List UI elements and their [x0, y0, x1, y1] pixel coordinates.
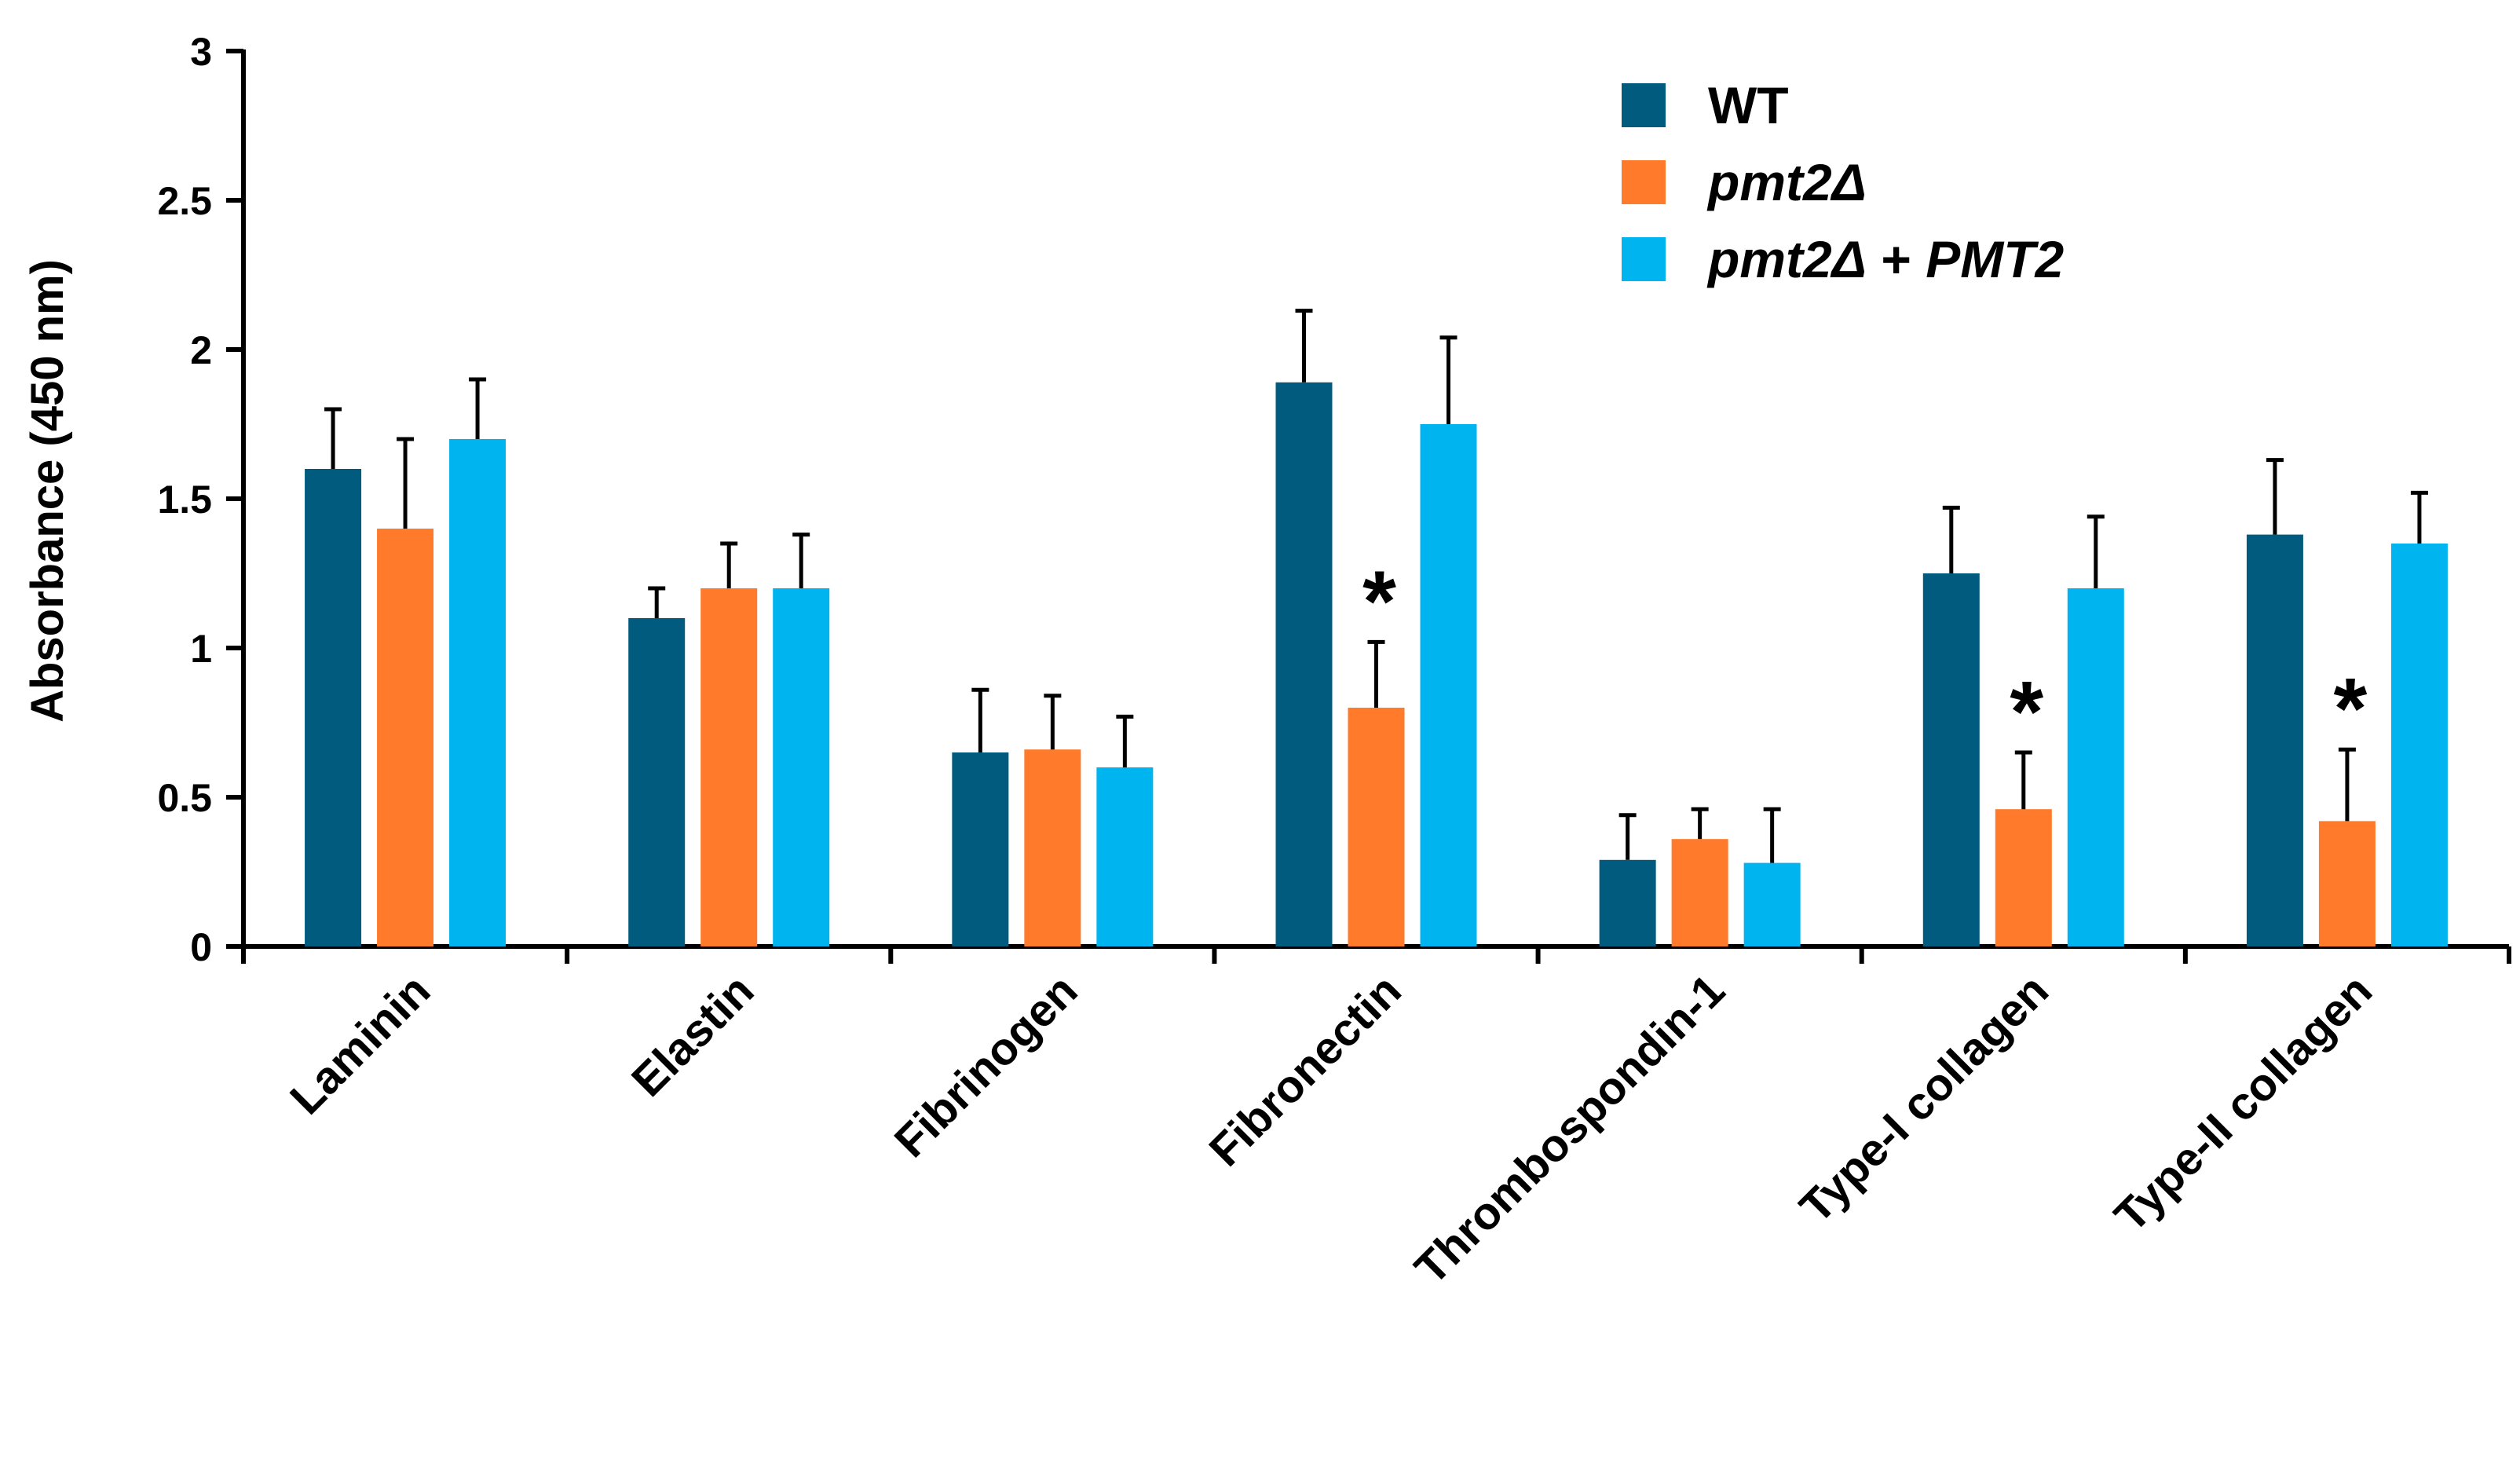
x-tick-label-fibrinogen: Fibrinogen [885, 965, 1088, 1167]
legend-swatch-wt [1622, 83, 1666, 127]
bar-fibrinogen-pmt2-delta-plus-pmt2[interactable] [1096, 767, 1154, 946]
bar-fibronectin-pmt2-delta-plus-pmt2[interactable] [1420, 424, 1477, 946]
bar-thrombospondin-1-pmt2-delta-plus-pmt2[interactable] [1743, 862, 1801, 946]
bar-laminin-pmt2-delta[interactable] [377, 529, 434, 946]
y-tick-label: 3 [190, 30, 212, 74]
significance-asterisk: * [1362, 553, 1396, 650]
y-tick-label: 1.5 [157, 478, 212, 522]
bar-elastin-pmt2-delta-plus-pmt2[interactable] [773, 588, 830, 946]
y-axis-title: Absorbance (450 nm) [22, 259, 73, 723]
y-tick-label: 2.5 [157, 179, 212, 223]
legend-swatch-pmt2-delta [1622, 160, 1666, 204]
x-tick-label-type-i-collagen: Type-I collagen [1790, 965, 2058, 1232]
significance-asterisk: * [2010, 664, 2043, 760]
y-tick-label: 1 [190, 627, 212, 671]
legend-swatch-pmt2-delta-plus-pmt2 [1622, 237, 1666, 281]
bar-laminin-wt[interactable] [305, 469, 362, 946]
bar-type-ii-collagen-pmt2-delta[interactable] [2318, 821, 2376, 946]
bar-fibrinogen-pmt2-delta[interactable] [1024, 749, 1081, 946]
bar-type-i-collagen-pmt2-delta-plus-pmt2[interactable] [2067, 588, 2124, 946]
y-tick-label: 2 [190, 328, 212, 372]
x-tick-label-elastin: Elastin [622, 965, 763, 1106]
bar-type-i-collagen-pmt2-delta[interactable] [1995, 809, 2052, 946]
bar-fibronectin-pmt2-delta[interactable] [1348, 708, 1405, 946]
legend: WT pmt2Δ pmt2Δ + PMT2 [1622, 76, 2065, 288]
significance-asterisk: * [2334, 661, 2368, 757]
x-tick-label-laminin: Laminin [280, 965, 440, 1124]
bar-laminin-pmt2-delta-plus-pmt2[interactable] [449, 439, 507, 946]
bar-fibrinogen-wt[interactable] [952, 752, 1009, 946]
x-tick-label-fibronectin: Fibronectin [1199, 965, 1410, 1176]
y-tick-label: 0 [190, 925, 212, 969]
bar-thrombospondin-1-wt[interactable] [1599, 859, 1656, 946]
bar-thrombospondin-1-pmt2-delta[interactable] [1671, 839, 1728, 946]
bar-type-ii-collagen-pmt2-delta-plus-pmt2[interactable] [2390, 544, 2448, 946]
x-tick-label-type-ii-collagen: Type-II collagen [2105, 965, 2382, 1242]
bar-type-i-collagen-wt[interactable] [1922, 573, 1980, 946]
bar-fibronectin-wt[interactable] [1275, 382, 1333, 946]
legend-label-pmt2-delta: pmt2Δ [1706, 153, 1867, 211]
legend-label-pmt2-delta-plus-pmt2: pmt2Δ + PMT2 [1706, 230, 2065, 288]
x-tick-label-thrombospondin-1: Thrombospondin-1 [1405, 965, 1735, 1294]
bar-type-ii-collagen-wt[interactable] [2246, 534, 2303, 946]
bar-elastin-wt[interactable] [628, 618, 686, 946]
bar-elastin-pmt2-delta[interactable] [700, 588, 758, 946]
y-tick-label: 0.5 [157, 776, 212, 820]
axes: 0 0.5 1 1.5 2 2.5 3 Absorbance (450 nm) [22, 30, 2511, 969]
bars [305, 309, 2448, 946]
legend-label-wt: WT [1708, 76, 1789, 134]
